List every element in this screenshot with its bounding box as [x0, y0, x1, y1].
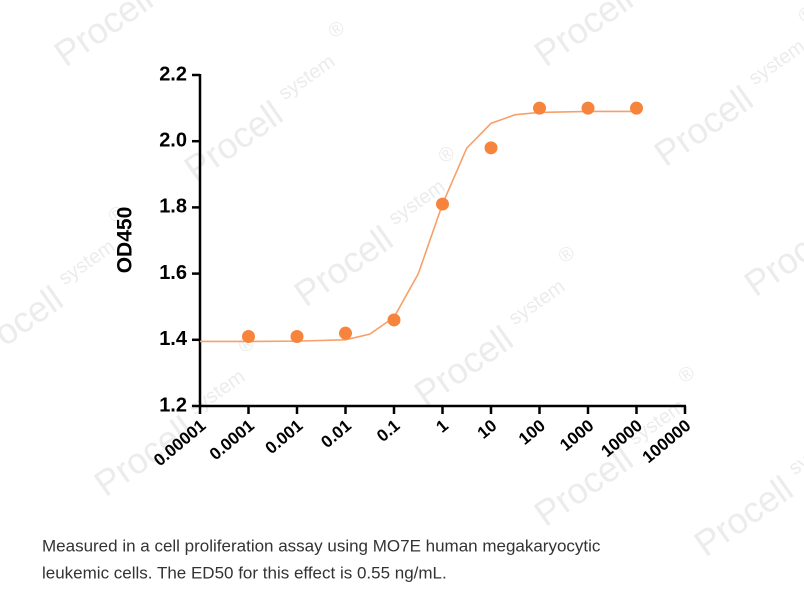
data-point	[484, 141, 498, 155]
x-tick-label: 10	[474, 416, 501, 443]
caption: leukemic cells. The ED50 for this effect…	[42, 563, 447, 582]
watermark: ®	[674, 362, 699, 389]
watermark: system	[745, 35, 804, 89]
x-tick-label: 0.01	[317, 416, 355, 452]
watermark: Procell	[0, 278, 70, 375]
watermark: Procell	[407, 318, 521, 415]
watermark: system	[275, 50, 340, 104]
watermark: Procell	[87, 408, 201, 505]
x-tick-label: 0.001	[262, 416, 307, 458]
data-point	[387, 313, 401, 327]
data-point	[581, 101, 595, 115]
watermark: Procell	[687, 468, 801, 565]
watermark: system	[785, 425, 804, 479]
watermark: ®	[434, 142, 459, 169]
fit-curve	[200, 110, 637, 343]
y-tick-label: 2.2	[159, 63, 187, 85]
data-point	[290, 329, 304, 343]
data-point	[436, 197, 449, 211]
data-point	[242, 329, 255, 343]
x-tick-label: 100	[515, 416, 549, 449]
data-point	[533, 101, 546, 115]
y-tick-label: 1.6	[159, 262, 187, 284]
watermark: system	[55, 235, 120, 289]
watermark: system	[185, 365, 250, 419]
watermark: ®	[324, 17, 349, 44]
data-point	[630, 101, 643, 115]
watermark: Procell	[527, 0, 641, 74]
x-tick-label: 0.1	[373, 416, 403, 446]
watermark: Procell	[287, 218, 401, 315]
y-axis-label: OD450	[114, 207, 137, 274]
y-tick-label: 2.0	[159, 129, 187, 151]
watermark: ®	[794, 2, 804, 29]
y-tick-label: 1.8	[159, 196, 187, 218]
watermark: Procell	[737, 208, 804, 305]
x-tick-label: 1000	[556, 416, 597, 455]
x-tick-label: 1	[432, 416, 451, 437]
y-tick-label: 1.4	[159, 328, 188, 350]
watermark: Procell	[47, 0, 161, 74]
data-point	[339, 326, 352, 340]
x-tick-label: 0.0001	[206, 416, 258, 464]
watermark: ®	[554, 242, 579, 269]
caption: Measured in a cell proliferation assay u…	[42, 536, 601, 555]
watermark: Procell	[647, 78, 761, 175]
y-tick-label: 1.2	[159, 394, 187, 416]
watermark: Procell	[527, 438, 641, 535]
watermark: system	[505, 275, 570, 329]
